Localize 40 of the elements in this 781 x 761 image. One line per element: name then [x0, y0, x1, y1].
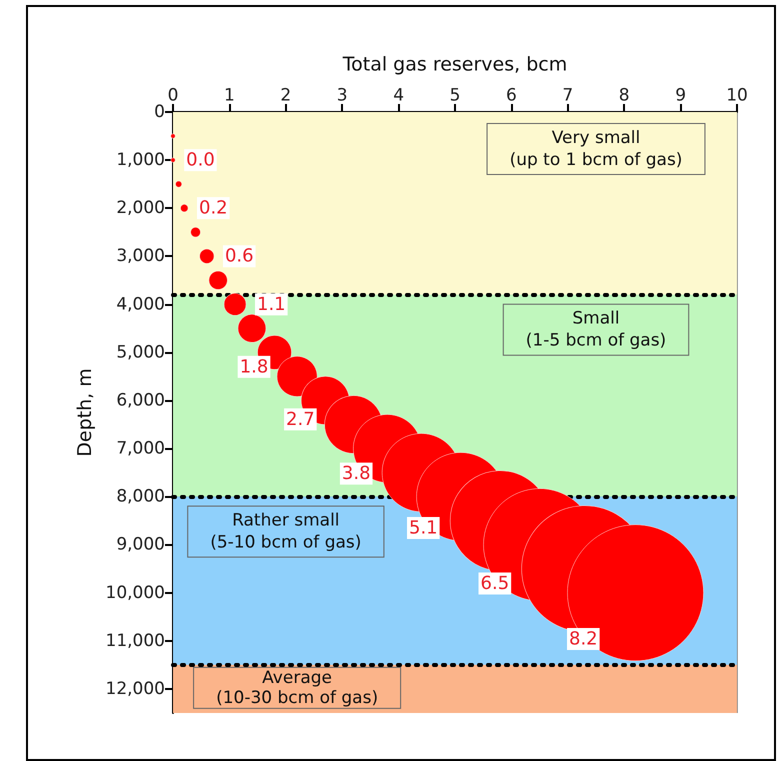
y-axis-title: Depth, m	[74, 368, 96, 457]
band-label: Small (1-5 bcm of gas)	[526, 308, 666, 351]
annotation: 1.1	[257, 294, 286, 315]
annotation: 0.0	[186, 150, 215, 171]
y-tick-label: 5,000	[116, 342, 165, 362]
annotation: 0.6	[224, 246, 254, 267]
y-tick-label: 1,000	[116, 150, 165, 170]
x-tick-label: 4	[393, 86, 404, 106]
band-label: Rather small (5-10 bcm of gas)	[210, 510, 362, 553]
y-tick-label: 8,000	[116, 486, 165, 507]
annotation: 8.2	[569, 628, 598, 650]
band-label: Average (10-30 bcm of gas)	[216, 668, 378, 708]
x-tick-label: 10	[726, 86, 748, 106]
x-tick-label: 1	[224, 86, 235, 106]
annotation: 3.8	[342, 463, 371, 484]
y-tick-label: 7,000	[116, 438, 165, 459]
x-tick-label: 5	[450, 86, 460, 106]
y-tick-label: 0	[154, 102, 165, 122]
x-axis-title: Total gas reserves, bcm	[342, 54, 568, 76]
x-tick-label: 9	[675, 86, 686, 106]
y-tick-label: 6,000	[116, 390, 165, 410]
y-tick-label: 9,000	[116, 534, 165, 555]
annotation: 6.5	[480, 572, 510, 594]
band-label: Very small (up to 1 bcm of gas)	[510, 128, 682, 170]
x-tick-label: 8	[618, 86, 630, 106]
x-tick-label: 0	[168, 86, 178, 106]
annotation: 1.8	[240, 356, 268, 378]
x-tick-label: 2	[280, 86, 292, 106]
y-tick-label: 2,000	[116, 198, 165, 218]
x-tick-label: 3	[336, 86, 348, 106]
x-tick-label: 7	[562, 86, 574, 106]
y-tick-label: 12,000	[106, 678, 165, 699]
y-tick-label: 4,000	[116, 294, 165, 314]
annotation: 5.1	[408, 517, 438, 538]
y-tick-label: 3,000	[116, 246, 165, 266]
y-tick-label: 10,000	[106, 582, 165, 603]
y-tick-label: 11,000	[106, 630, 165, 651]
annotation: 2.7	[286, 408, 315, 430]
x-tick-label: 6	[506, 86, 517, 106]
annotation: 0.2	[199, 198, 228, 219]
